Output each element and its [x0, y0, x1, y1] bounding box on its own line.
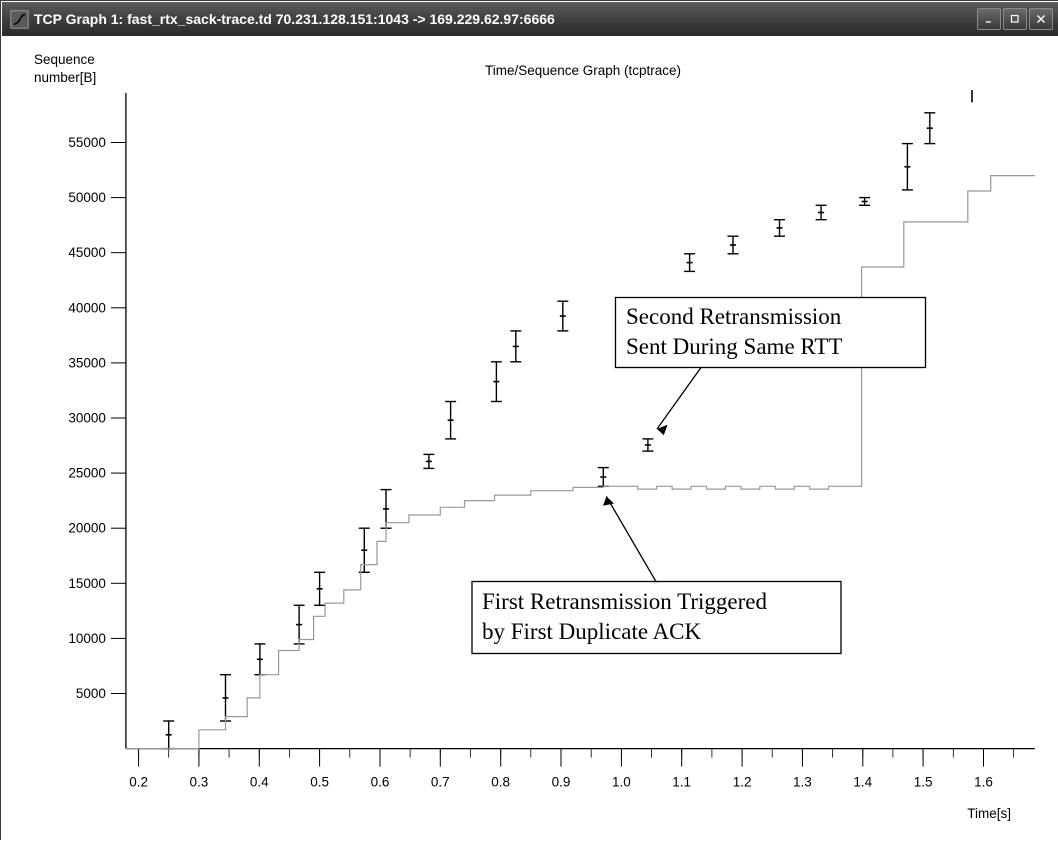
svg-text:0.5: 0.5: [310, 775, 329, 790]
svg-text:0.8: 0.8: [491, 775, 510, 790]
svg-text:0.4: 0.4: [250, 775, 269, 790]
svg-text:0.2: 0.2: [129, 775, 148, 790]
svg-text:0.3: 0.3: [190, 775, 209, 790]
svg-text:number[B]: number[B]: [34, 70, 96, 85]
svg-text:15000: 15000: [68, 576, 106, 591]
svg-text:0.6: 0.6: [371, 775, 390, 790]
svg-text:10000: 10000: [68, 631, 106, 646]
svg-text:Time[s]: Time[s]: [967, 806, 1011, 821]
svg-text:1.4: 1.4: [853, 775, 872, 790]
svg-text:by First Duplicate ACK: by First Duplicate ACK: [482, 619, 702, 644]
svg-text:50000: 50000: [68, 190, 106, 205]
svg-text:1.0: 1.0: [612, 775, 631, 790]
svg-text:30000: 30000: [68, 411, 106, 426]
svg-text:45000: 45000: [68, 245, 106, 260]
svg-text:1.2: 1.2: [733, 775, 752, 790]
svg-text:25000: 25000: [68, 466, 106, 481]
svg-text:20000: 20000: [68, 521, 106, 536]
svg-text:1.3: 1.3: [793, 775, 812, 790]
svg-text:Second Retransmission: Second Retransmission: [626, 304, 842, 329]
svg-text:First Retransmission Triggered: First Retransmission Triggered: [482, 589, 767, 614]
svg-text:1.1: 1.1: [672, 775, 691, 790]
svg-text:40000: 40000: [68, 300, 106, 315]
svg-text:1.5: 1.5: [914, 775, 933, 790]
svg-text:5000: 5000: [76, 686, 106, 701]
svg-text:0.7: 0.7: [431, 775, 450, 790]
svg-text:Time/Sequence Graph (tcptrace): Time/Sequence Graph (tcptrace): [485, 63, 681, 78]
svg-text:0.9: 0.9: [552, 775, 571, 790]
svg-text:Sequence: Sequence: [34, 52, 95, 67]
svg-text:55000: 55000: [68, 135, 106, 150]
svg-text:35000: 35000: [68, 355, 106, 370]
svg-text:Sent During Same RTT: Sent During Same RTT: [626, 334, 842, 359]
svg-text:1.6: 1.6: [974, 775, 993, 790]
